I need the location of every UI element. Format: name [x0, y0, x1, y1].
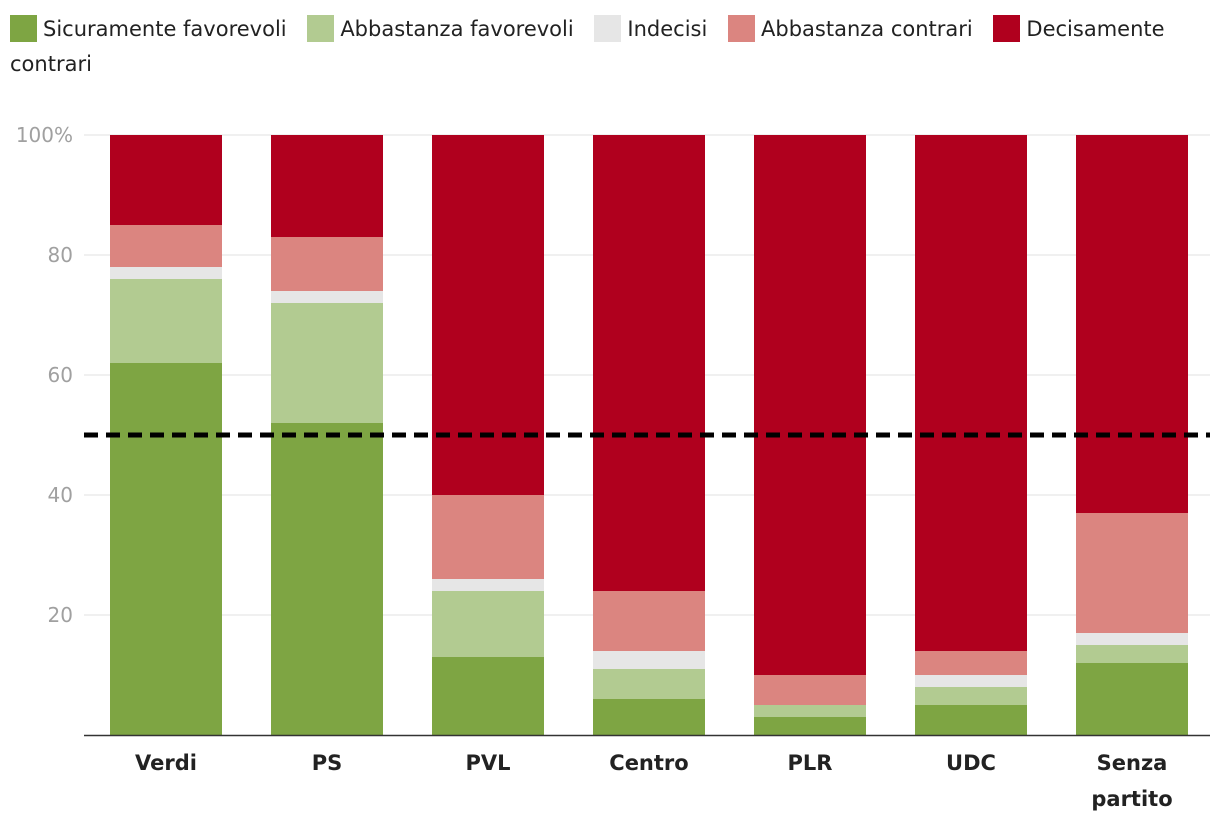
bar-segment-pvl-decisamente-contrari — [432, 135, 544, 495]
x-category-label-line: Verdi — [135, 751, 197, 775]
x-category-label-line: PLR — [788, 751, 833, 775]
x-category-label-line: partito — [1091, 787, 1172, 811]
bar-segment-senza-partito-decisamente-contrari — [1076, 135, 1188, 513]
bar-segment-centro-indecisi — [593, 651, 705, 669]
bar-stack-verdi — [110, 135, 222, 735]
legend-label: Decisamente contrari — [10, 17, 1165, 76]
x-category-label-line: Senza — [1097, 751, 1168, 775]
bar-segment-verdi-abbastanza-favorevoli — [110, 279, 222, 363]
legend-swatch — [728, 15, 755, 42]
bar-segment-senza-partito-abbastanza-favorevoli — [1076, 645, 1188, 663]
legend-swatch — [594, 15, 622, 42]
x-category-label: UDC — [946, 751, 996, 775]
x-category-label-line: UDC — [946, 751, 996, 775]
bar-segment-ps-abbastanza-favorevoli — [271, 303, 383, 423]
y-tick-label: 100% — [16, 123, 73, 147]
bars — [110, 135, 1188, 735]
bar-stack-udc — [915, 135, 1027, 735]
legend-label: Abbastanza contrari — [761, 17, 973, 41]
legend-swatch — [993, 15, 1021, 42]
y-tick-label: 20 — [48, 603, 73, 627]
x-category-label-line: PS — [312, 751, 343, 775]
bar-segment-plr-decisamente-contrari — [754, 135, 866, 675]
bar-segment-verdi-indecisi — [110, 267, 222, 279]
x-category-label: Verdi — [135, 751, 197, 775]
legend-item-sicuramente-favorevoli: Sicuramente favorevoli — [10, 15, 301, 42]
bar-segment-plr-sicuramente-favorevoli — [754, 717, 866, 735]
bar-segment-pvl-sicuramente-favorevoli — [432, 657, 544, 735]
bar-segment-udc-decisamente-contrari — [915, 135, 1027, 651]
y-tick-label: 60 — [48, 363, 73, 387]
bar-segment-pvl-abbastanza-favorevoli — [432, 591, 544, 657]
bar-segment-udc-abbastanza-contrari — [915, 651, 1027, 675]
legend-label: Abbastanza favorevoli — [340, 17, 574, 41]
y-tick-label: 80 — [48, 243, 73, 267]
bar-segment-senza-partito-abbastanza-contrari — [1076, 513, 1188, 633]
x-category-label: Senza partito — [1091, 751, 1172, 811]
legend-swatch — [307, 15, 335, 42]
bar-stack-centro — [593, 135, 705, 735]
x-category-label: PLR — [788, 751, 833, 775]
bar-segment-pvl-abbastanza-contrari — [432, 495, 544, 579]
bar-segment-udc-sicuramente-favorevoli — [915, 705, 1027, 735]
bar-segment-verdi-abbastanza-contrari — [110, 225, 222, 267]
bar-segment-plr-abbastanza-favorevoli — [754, 705, 866, 717]
legend-item-abbastanza-contrari: Abbastanza contrari — [728, 15, 987, 42]
bar-segment-udc-abbastanza-favorevoli — [915, 687, 1027, 705]
x-category-label-line: PVL — [465, 751, 510, 775]
chart-legend: Sicuramente favorevoli Abbastanza favore… — [10, 12, 1210, 82]
bar-segment-verdi-decisamente-contrari — [110, 135, 222, 225]
bar-stack-plr — [754, 135, 866, 735]
x-category-label: PS — [312, 751, 343, 775]
bar-segment-centro-decisamente-contrari — [593, 135, 705, 591]
x-category-label: Centro — [609, 751, 688, 775]
bar-segment-centro-abbastanza-favorevoli — [593, 669, 705, 699]
bar-segment-senza-partito-indecisi — [1076, 633, 1188, 645]
legend-swatch — [10, 15, 37, 42]
bar-segment-senza-partito-sicuramente-favorevoli — [1076, 663, 1188, 735]
labels: 20 40 60 80 100% Verdi PS PVL Centro PLR UDC Senza p… — [16, 123, 1173, 811]
bar-stack-ps — [271, 135, 383, 735]
bar-segment-centro-sicuramente-favorevoli — [593, 699, 705, 735]
x-category-label-line: Centro — [609, 751, 688, 775]
y-tick-label: 40 — [48, 483, 73, 507]
legend-item-decisamente-contrari: Decisamente contrari — [10, 15, 1165, 76]
bar-segment-plr-abbastanza-contrari — [754, 675, 866, 705]
bar-segment-centro-abbastanza-contrari — [593, 591, 705, 651]
bar-stack-senza-partito — [1076, 135, 1188, 735]
bar-segment-ps-sicuramente-favorevoli — [271, 423, 383, 735]
bar-segment-ps-indecisi — [271, 291, 383, 303]
bar-segment-udc-indecisi — [915, 675, 1027, 687]
x-category-label: PVL — [465, 751, 510, 775]
bar-segment-pvl-indecisi — [432, 579, 544, 591]
legend-item-indecisi: Indecisi — [594, 15, 721, 42]
legend-label: Sicuramente favorevoli — [43, 17, 287, 41]
legend-item-abbastanza-favorevoli: Abbastanza favorevoli — [307, 15, 587, 42]
bar-segment-verdi-sicuramente-favorevoli — [110, 363, 222, 735]
bar-segment-ps-abbastanza-contrari — [271, 237, 383, 291]
bar-segment-ps-decisamente-contrari — [271, 135, 383, 237]
legend-label: Indecisi — [627, 17, 708, 41]
